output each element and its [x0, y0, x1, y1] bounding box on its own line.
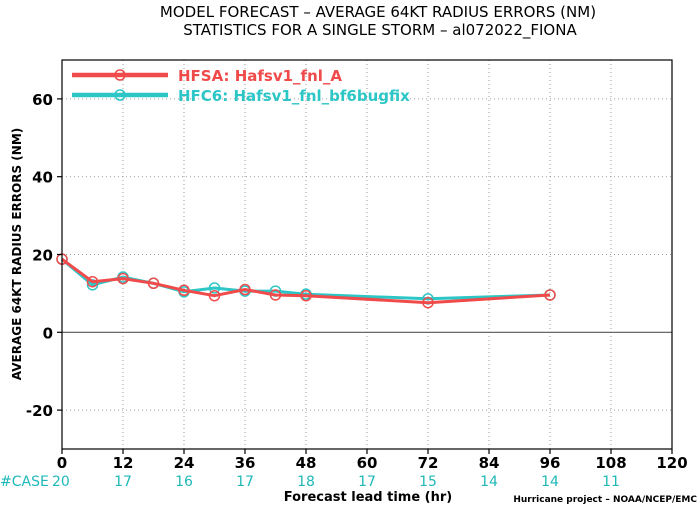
data-point — [239, 283, 251, 296]
case-label: #CASE — [0, 474, 49, 490]
x-axis-label: Forecast lead time (hr) — [284, 490, 452, 505]
chart-subtitle: STATISTICS FOR A SINGLE STORM – al072022… — [183, 21, 577, 40]
series-layer — [56, 253, 556, 309]
x-tick-label: 72 — [418, 454, 439, 472]
data-point — [269, 289, 282, 301]
x-ticks: 0 12 24 36 48 60 72 84 96 108 120 — [57, 449, 688, 472]
legend-swatch-marker — [114, 69, 126, 81]
y-tick-label: 20 — [32, 247, 53, 265]
credit-text: Hurricane project – NOAA/NCEP/EMC — [513, 495, 697, 505]
data-point — [117, 272, 129, 285]
y-ticks: -20 0 20 40 60 — [26, 91, 62, 420]
x-tick-label: 24 — [174, 454, 195, 472]
case-count: 17 — [114, 474, 132, 490]
series-hfsa — [56, 253, 556, 309]
case-count: 11 — [602, 474, 620, 490]
y-tick-label: 0 — [43, 324, 53, 342]
case-count: 15 — [419, 474, 437, 490]
x-tick-label: 84 — [479, 454, 500, 472]
data-point — [147, 277, 160, 290]
x-tick-label: 60 — [357, 454, 378, 472]
data-point — [422, 296, 434, 309]
x-tick-label: 36 — [235, 454, 256, 472]
data-point — [300, 289, 312, 302]
data-point — [544, 289, 556, 301]
case-count: 18 — [297, 474, 315, 490]
legend-swatch-marker — [114, 89, 126, 101]
grid-lines — [62, 60, 672, 449]
y-tick-label: -20 — [26, 402, 53, 420]
legend-label: HFSA: Hafsv1_fnl_A — [178, 67, 342, 85]
data-point — [208, 289, 221, 302]
case-count: 20 — [52, 474, 70, 490]
x-tick-label: 108 — [595, 454, 626, 472]
x-tick-label: 48 — [296, 454, 317, 472]
y-axis-label: AVERAGE 64KT RADIUS ERRORS (NM) — [10, 128, 24, 380]
case-counts: 20 17 16 17 18 17 15 14 14 11 — [52, 474, 620, 490]
y-tick-label: 60 — [32, 91, 53, 109]
case-count: 14 — [480, 474, 498, 490]
x-tick-label: 0 — [57, 454, 67, 472]
legend-label: HFC6: Hafsv1_fnl_bf6bugfix — [178, 87, 410, 105]
case-count: 14 — [541, 474, 559, 490]
chart-title: MODEL FORECAST – AVERAGE 64KT RADIUS ERR… — [160, 3, 596, 21]
y-tick-label: 40 — [32, 169, 53, 187]
legend: HFSA: Hafsv1_fnl_A HFC6: Hafsv1_fnl_bf6bu… — [72, 67, 410, 105]
data-point — [208, 282, 221, 294]
x-tick-label: 96 — [540, 454, 561, 472]
x-tick-label: 120 — [656, 454, 687, 472]
case-count: 17 — [236, 474, 254, 490]
data-point — [178, 284, 190, 297]
series-line — [61, 257, 551, 305]
case-count: 17 — [358, 474, 376, 490]
data-point — [86, 275, 99, 288]
x-tick-label: 12 — [113, 454, 134, 472]
case-count: 16 — [175, 474, 193, 490]
